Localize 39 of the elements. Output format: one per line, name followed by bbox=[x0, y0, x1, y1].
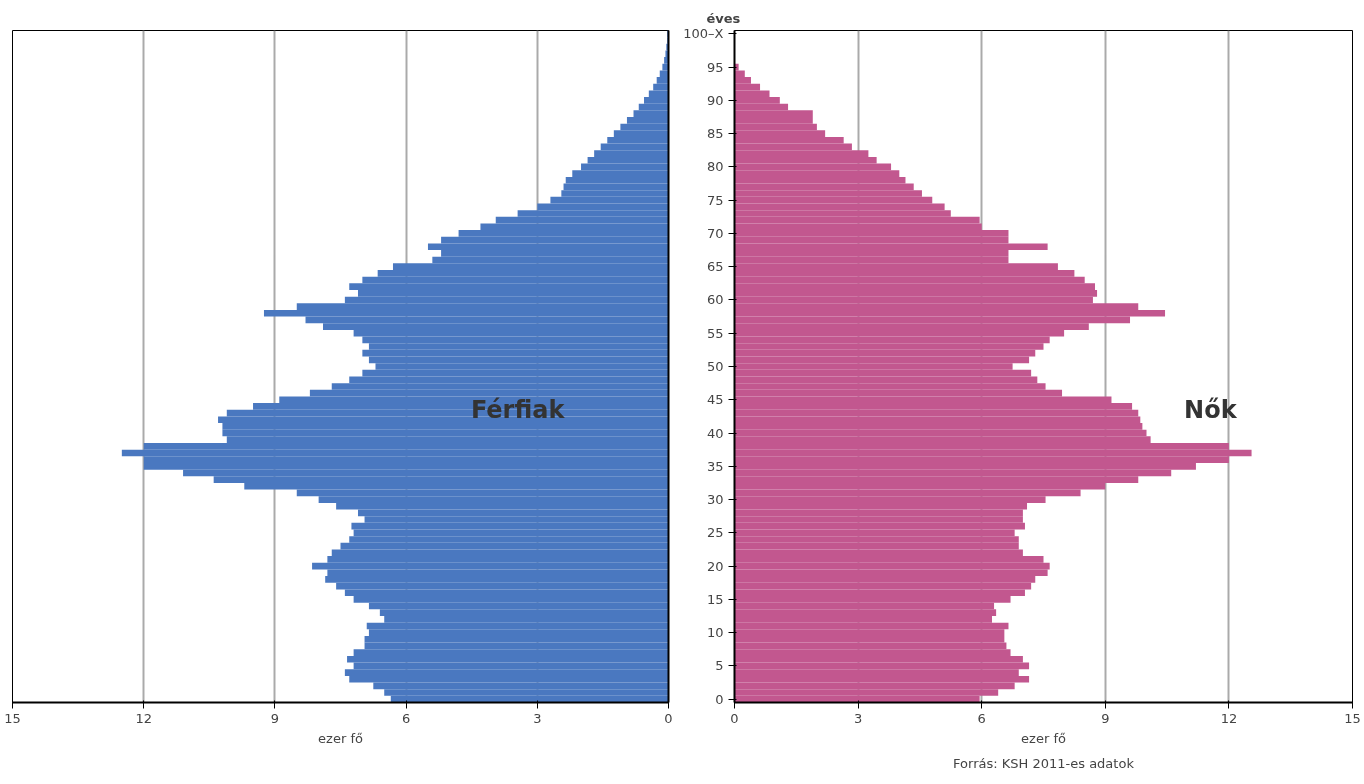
y-tick-label: 20 bbox=[706, 558, 724, 574]
x-tick-label: 0 bbox=[730, 710, 739, 726]
y-tick-label: 60 bbox=[706, 292, 724, 308]
x-tick-label: 0 bbox=[664, 710, 673, 726]
y-tick-label: 35 bbox=[706, 458, 724, 474]
y-tick-label: 0 bbox=[715, 691, 724, 707]
y-tick-label: 25 bbox=[706, 525, 724, 541]
x-axis-title: ezer fő bbox=[1021, 730, 1066, 746]
text: Forrás: KSH 2011-es adatok bbox=[953, 755, 1135, 771]
x-tick-label: 9 bbox=[270, 710, 280, 726]
x-tick-label: 6 bbox=[401, 710, 411, 726]
y-tick-label: 50 bbox=[706, 359, 724, 374]
y-tick-label: 100–X bbox=[683, 26, 724, 42]
y-tick-label: 15 bbox=[706, 591, 724, 607]
x-tick-label: 12 bbox=[135, 710, 152, 726]
x-tick-label: 3 bbox=[533, 710, 542, 726]
y-tick-label: 70 bbox=[706, 225, 724, 241]
y-tick-label: 85 bbox=[706, 126, 724, 142]
y-tick-label: 95 bbox=[706, 59, 724, 75]
y-tick-label: 80 bbox=[706, 159, 724, 175]
x-tick-label: 12 bbox=[1220, 710, 1238, 726]
x-tick-label: 15 bbox=[1344, 710, 1361, 726]
x-axis-title: ezer fő bbox=[318, 730, 363, 746]
y-tick-label: 90 bbox=[706, 92, 724, 108]
series-label: Férfiak bbox=[470, 396, 566, 425]
y-tick-label: 40 bbox=[706, 425, 724, 441]
y-tick-label: 55 bbox=[706, 325, 724, 341]
y-tick-label: 45 bbox=[706, 392, 724, 408]
y-tick-label: 30 bbox=[706, 492, 724, 508]
x-tick-label: 3 bbox=[853, 710, 863, 726]
y-tick-label: 5 bbox=[715, 658, 724, 674]
y-tick-label: 65 bbox=[706, 259, 724, 275]
y-tick-label: 10 bbox=[706, 625, 724, 641]
series-label: Nők bbox=[1184, 396, 1238, 425]
y-tick-label: 75 bbox=[706, 192, 724, 208]
x-tick-label: 15 bbox=[4, 710, 21, 726]
x-tick-label: 6 bbox=[977, 710, 986, 726]
x-tick-label: 9 bbox=[1101, 710, 1110, 726]
y-axis-title: éves bbox=[706, 10, 741, 26]
